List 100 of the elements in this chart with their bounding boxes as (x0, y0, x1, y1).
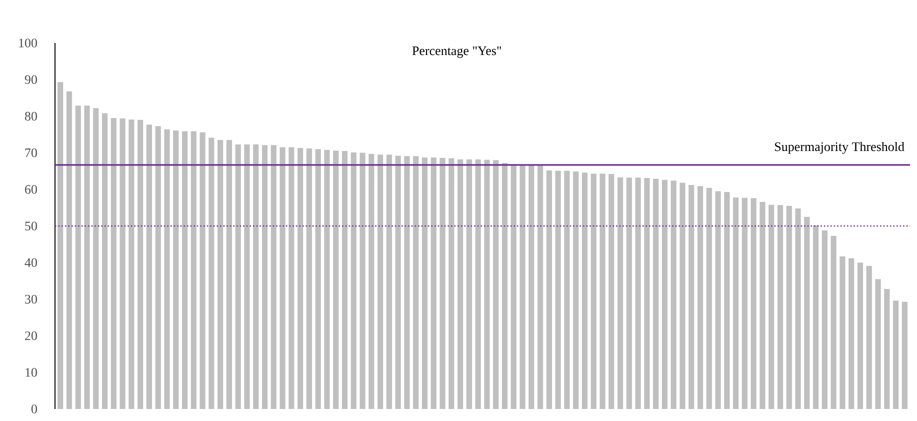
bar (457, 159, 464, 409)
bar (235, 144, 241, 409)
bar (857, 262, 864, 409)
bar (537, 165, 544, 409)
bar (342, 150, 348, 409)
bar (324, 150, 330, 409)
bar (475, 159, 481, 409)
bar (200, 132, 206, 409)
bar (466, 159, 472, 409)
bar (617, 177, 624, 409)
bar (866, 266, 872, 409)
bar (680, 182, 686, 409)
bar (715, 191, 721, 409)
bar (902, 302, 908, 409)
y-tick-label: 10 (26, 368, 37, 377)
y-tick-label: 100 (19, 38, 37, 48)
bar (510, 164, 516, 409)
bar (218, 140, 224, 409)
ref-line-label: Supermajority Threshold (775, 142, 904, 154)
bar (164, 129, 170, 409)
bar (360, 152, 366, 409)
bar (733, 197, 739, 409)
bar (315, 149, 321, 409)
bar (813, 225, 819, 409)
bar (244, 144, 250, 409)
bar (270, 145, 276, 409)
y-tick-label: 0 (31, 404, 37, 414)
bar (608, 174, 614, 409)
bar (404, 156, 410, 409)
bar (555, 170, 561, 409)
bar (830, 236, 836, 409)
bar (662, 180, 668, 409)
bar (413, 156, 419, 409)
bar (58, 82, 64, 409)
bar (706, 188, 712, 409)
chart-title: Percentage "Yes" (412, 46, 501, 58)
bar (493, 160, 499, 409)
bar (520, 164, 526, 409)
bar (875, 279, 881, 409)
bar (298, 148, 304, 409)
bar (777, 205, 784, 409)
bar (110, 118, 116, 409)
bar (138, 120, 144, 409)
bar (750, 198, 756, 409)
bar (208, 138, 214, 409)
bar (635, 178, 641, 409)
bar (804, 216, 810, 409)
bar (840, 256, 846, 409)
bar (670, 180, 676, 409)
bar (688, 185, 694, 409)
y-tick-label: 50 (25, 222, 37, 230)
bar (66, 91, 72, 409)
bar (430, 158, 436, 409)
bar (262, 145, 268, 409)
bar (155, 126, 161, 409)
bar (75, 106, 81, 409)
bar (440, 158, 446, 409)
y-tick-label: 40 (24, 258, 37, 267)
bar (350, 152, 356, 409)
bar (653, 178, 659, 409)
bar (280, 147, 286, 409)
bar (768, 204, 774, 409)
bar (484, 160, 490, 409)
bar (573, 171, 579, 409)
bar (226, 140, 232, 409)
bar (448, 158, 454, 409)
bar (173, 130, 179, 409)
bar (724, 192, 730, 409)
bar (822, 230, 828, 409)
y-tick-label: 30 (25, 294, 37, 304)
y-tick-label: 60 (25, 185, 37, 194)
bar (182, 131, 188, 409)
bar (253, 144, 259, 409)
bar (884, 288, 890, 409)
bar (644, 178, 650, 409)
bar (190, 131, 196, 409)
y-tick-label: 90 (24, 75, 37, 84)
bar (742, 198, 748, 409)
y-tick-label: 70 (25, 148, 37, 158)
bar (386, 154, 392, 409)
bar (848, 258, 854, 409)
bar (546, 170, 552, 409)
bar (697, 186, 704, 409)
bar (120, 118, 126, 409)
bar (378, 154, 384, 409)
bar (760, 202, 766, 409)
bar (582, 172, 588, 409)
bar (564, 170, 570, 409)
bar (395, 156, 401, 409)
bar (422, 158, 428, 409)
bar (626, 178, 632, 409)
bar (128, 119, 134, 409)
bar (84, 106, 90, 409)
bar (528, 165, 534, 409)
y-tick-label: 20 (25, 331, 37, 340)
bar (306, 148, 312, 409)
bar (795, 208, 801, 409)
bar (146, 124, 152, 409)
bar (786, 206, 792, 409)
bar (502, 163, 508, 409)
